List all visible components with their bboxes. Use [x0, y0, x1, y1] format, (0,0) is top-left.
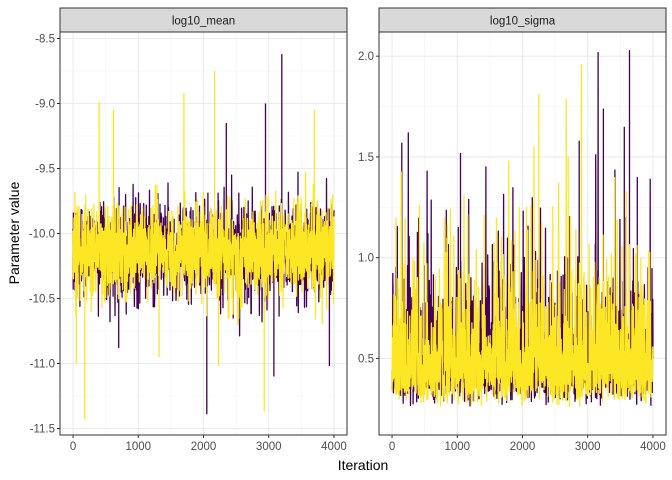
x-tick-label: 3000 [256, 441, 282, 453]
x-tick-label: 1000 [444, 441, 470, 453]
trace-lines [391, 50, 654, 407]
chain-2-trace-line [72, 71, 335, 420]
y-axis-ticks: 0.5 1.0 1.5 2.0 [358, 51, 379, 365]
panel-log10-mean: log10_mean -11.5-11.0-10.5-10.0-9.5-9.0-… [29, 7, 348, 453]
facet-strip-label: log10_sigma [490, 16, 556, 28]
y-tick-label: -11.0 [30, 359, 55, 371]
y-tick-label: 0.5 [358, 353, 374, 365]
y-tick-label: -9.5 [35, 164, 55, 176]
facet-strip [59, 7, 348, 33]
x-axis-ticks: 0 1000 2000 3000 4000 [389, 435, 666, 453]
x-tick-label: 4000 [321, 441, 347, 453]
x-axis-title: Iteration [338, 457, 389, 473]
x-tick-label: 2000 [191, 441, 217, 453]
y-tick-label: -11.5 [30, 424, 55, 436]
y-axis-ticks: -11.5 -11.0 -10.5 -10.0 -9.5 -9.0 -8.5 [29, 34, 60, 436]
x-tick-label: 0 [389, 441, 395, 453]
x-tick-label: 1000 [125, 441, 151, 453]
x-tick-label: 3000 [575, 441, 601, 453]
y-tick-label: -8.5 [35, 34, 55, 46]
x-tick-label: 2000 [510, 441, 536, 453]
x-axis-ticks: 0 1000 2000 3000 4000 [70, 435, 347, 453]
x-tick-label: 4000 [640, 441, 666, 453]
y-tick-label: 1.5 [358, 152, 374, 164]
y-tick-label: 1.0 [358, 253, 374, 265]
y-axis-title: Parameter value [6, 181, 22, 284]
trace-lines [72, 54, 335, 420]
chain-2-trace-line [391, 64, 654, 407]
facet-strip [378, 7, 667, 33]
y-tick-label: 2.0 [358, 51, 374, 63]
x-tick-label: 0 [70, 441, 76, 453]
y-tick-label: -10.0 [29, 229, 55, 241]
facet-strip-label: log10_mean [172, 16, 235, 28]
y-tick-label: -9.0 [35, 99, 55, 111]
y-tick-label: -10.5 [29, 294, 55, 306]
panel-log10-sigma: log10_sigma 0.5 1.0 1.5 2.0 0 1000 2000 3000 40… [358, 7, 667, 453]
